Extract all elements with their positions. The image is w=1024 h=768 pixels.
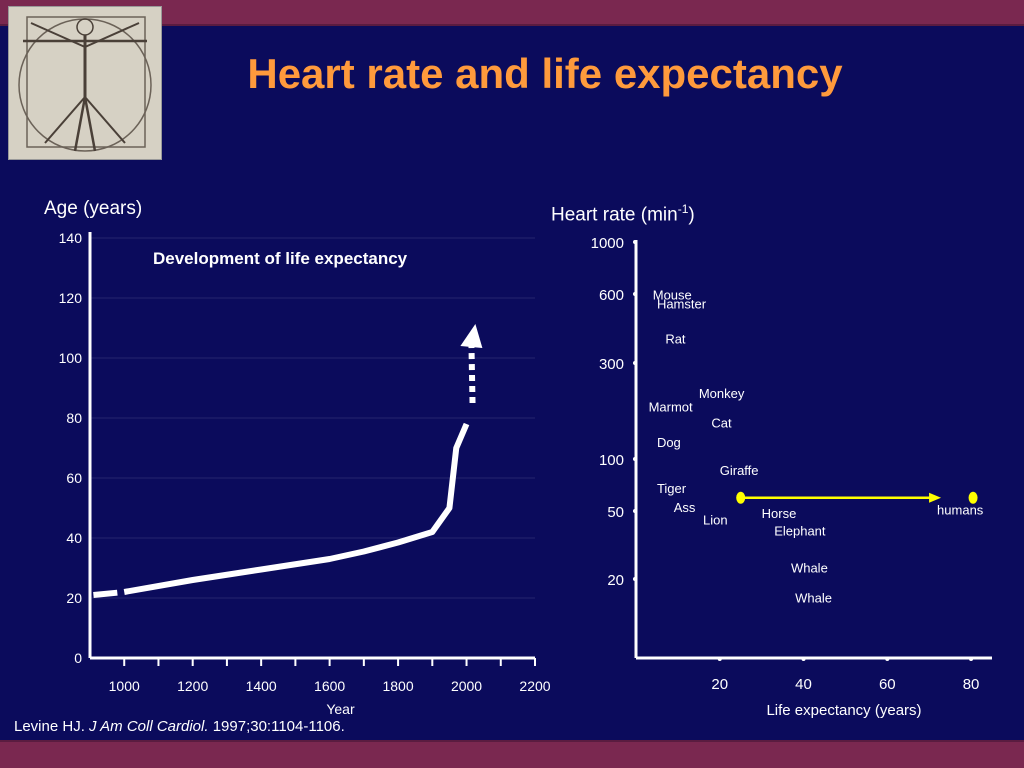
left-y-tick-label: 40	[66, 530, 82, 546]
right-y-tick	[633, 457, 637, 461]
right-y-tick	[633, 509, 637, 513]
right-y-tick	[633, 361, 637, 365]
right-x-tick	[717, 657, 722, 661]
animal-label: Lion	[703, 512, 728, 527]
animal-label: Hamster	[657, 296, 707, 311]
right-y-tick-label: 20	[607, 572, 624, 589]
citation-author: Levine HJ.	[14, 718, 90, 735]
right-x-tick	[969, 657, 974, 661]
left-y-tick-label: 140	[59, 230, 83, 246]
right-y-tick	[633, 292, 637, 296]
animal-label: Cat	[711, 416, 732, 431]
left-y-tick-label: 20	[66, 590, 82, 606]
left-chart-title: Development of life expectancy	[153, 249, 408, 268]
right-x-tick	[801, 657, 806, 661]
vitruvian-man-image	[8, 6, 162, 160]
top-band	[0, 0, 1024, 24]
animal-label: Rat	[665, 331, 686, 346]
animal-label: Whale	[795, 591, 832, 606]
left-x-tick-label: 1600	[314, 678, 345, 694]
life-expectancy-line	[123, 422, 470, 595]
right-y-tick-label: 600	[599, 287, 624, 304]
right-chart-ylabel-text: Heart rate (min	[551, 204, 678, 226]
left-y-tick-label: 100	[59, 350, 83, 366]
humans-end-marker	[968, 491, 978, 504]
animal-label: Giraffe	[720, 463, 759, 478]
left-x-axis-label: Year	[326, 701, 355, 717]
right-y-tick-label: 100	[599, 452, 624, 469]
left-x-tick-label: 2200	[519, 678, 550, 694]
right-y-tick	[633, 240, 637, 244]
right-y-tick-label: 50	[607, 504, 624, 521]
left-x-tick-label: 1400	[246, 678, 277, 694]
left-x-tick-label: 1200	[177, 678, 208, 694]
left-x-tick-label: 2000	[451, 678, 482, 694]
left-x-tick-label: 1800	[382, 678, 413, 694]
right-x-tick-label: 40	[795, 676, 812, 693]
animal-label: humans	[937, 502, 984, 517]
humans-arrowhead	[929, 492, 942, 503]
top-band-divider	[0, 24, 1024, 26]
animal-label: Mouse	[653, 288, 692, 303]
animal-label: Monkey	[699, 386, 745, 401]
animal-label: Marmot	[649, 400, 693, 415]
life-expectancy-line-early	[93, 589, 125, 598]
animal-label: Whale	[791, 561, 828, 576]
right-y-tick	[633, 577, 637, 581]
right-x-tick-label: 80	[963, 676, 980, 693]
animal-label: Horse	[762, 506, 797, 521]
right-chart-ylabel-sup: -1	[677, 202, 689, 216]
projection-arrow-line	[468, 341, 476, 404]
slide-title: Heart rate and life expectancy	[247, 50, 843, 97]
animal-label: Ass	[674, 500, 696, 515]
right-x-tick-label: 20	[711, 676, 728, 693]
right-y-tick-label: 300	[599, 356, 624, 373]
right-x-tick	[885, 657, 890, 661]
animal-label: Elephant	[774, 523, 826, 538]
left-y-tick-label: 80	[66, 410, 82, 426]
humans-start-marker	[736, 491, 746, 504]
left-y-tick-label: 0	[74, 650, 82, 666]
right-y-tick-label: 1000	[591, 235, 624, 252]
bottom-band	[0, 742, 1024, 768]
citation-ref: 1997;30:1104-1106.	[208, 718, 345, 735]
right-chart-ylabel-close: )	[688, 204, 695, 226]
right-x-axis-label: Life expectancy (years)	[766, 702, 921, 719]
left-x-tick-label: 1000	[109, 678, 140, 694]
left-y-tick-label: 120	[59, 290, 83, 306]
projection-arrowhead	[460, 324, 483, 348]
right-chart-ylabel: Heart rate (min-1)	[551, 202, 695, 226]
citation: Levine HJ. J Am Coll Cardiol. 1997;30:11…	[14, 718, 345, 735]
left-chart: 0 20 40 60 80 100 120 140 1000 1200 1400 1600 1800 20…	[59, 230, 551, 717]
citation-journal: J Am Coll Cardiol.	[89, 718, 209, 735]
animal-label: Dog	[657, 435, 681, 450]
left-chart-ylabel: Age (years)	[44, 198, 143, 219]
animal-label: Tiger	[657, 481, 687, 496]
right-chart: 1000 600 300 100 50 20 20 40 60 80 Life expectancy…	[591, 235, 992, 719]
right-x-tick-label: 60	[879, 676, 896, 693]
bottom-band-divider	[0, 740, 1024, 742]
left-y-tick-label: 60	[66, 470, 82, 486]
